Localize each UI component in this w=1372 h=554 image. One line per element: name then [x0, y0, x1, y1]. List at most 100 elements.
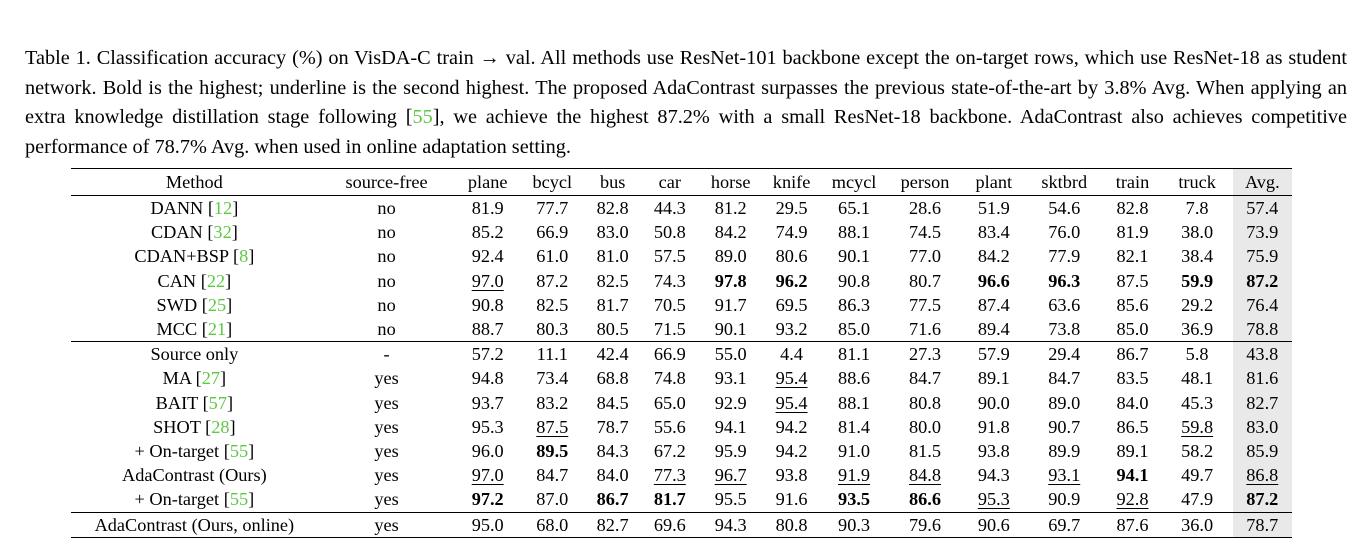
source-free-cell: no	[377, 270, 396, 291]
table-row: AdaContrast (Ours, online) yes 95.0 68.0 82.…	[71, 512, 1292, 538]
car-cell: 74.8	[653, 368, 686, 389]
table-group-source-free: Source only - 57.2 11.1 42.4 66.9 55.0 4.4 81.1 2…	[71, 341, 1292, 513]
bcycl-cell: 73.4	[536, 368, 569, 389]
header-sktbrd: sktbrd	[1041, 172, 1088, 192]
train-cell: 86.7	[1116, 344, 1149, 365]
method-citation-link[interactable]: 25	[207, 294, 227, 315]
method-name: + On-target	[134, 441, 220, 462]
caption-text-part-2: ], we achieve the highest 87.2% with a s…	[25, 106, 1347, 159]
method-citation-link[interactable]: 55	[229, 489, 249, 510]
header-mcycl: mcycl	[831, 172, 877, 192]
plane-cell: 90.8	[471, 294, 504, 315]
car-cell: 50.8	[653, 222, 686, 243]
method-citation-link[interactable]: 27	[201, 368, 221, 389]
source-free-cell: no	[377, 222, 396, 243]
method-citation-link[interactable]: 21	[207, 319, 227, 340]
mcycl-cell: 85.0	[838, 319, 871, 340]
plant-cell: 90.0	[977, 392, 1010, 413]
header-horse: horse	[710, 172, 751, 192]
header-source-free: source-free	[345, 172, 428, 192]
method-cell: BAIT [57]	[155, 392, 234, 413]
header-car: car	[658, 172, 681, 192]
header-avg: Avg.	[1232, 168, 1292, 196]
avg-cell: 82.7	[1232, 390, 1292, 415]
table-row: SWD [25] no 90.8 82.5 81.7 70.5 91.7 69.5 86.3 77…	[71, 292, 1292, 318]
mcycl-cell: 91.9	[838, 465, 871, 486]
source-free-cell: no	[377, 198, 396, 218]
plant-cell: 84.2	[977, 246, 1010, 267]
person-cell: 80.8	[908, 392, 941, 413]
car-cell: 69.6	[653, 514, 686, 535]
source-free-cell: yes	[374, 416, 399, 437]
train-cell: 83.5	[1116, 368, 1149, 389]
horse-cell: 92.9	[714, 392, 747, 413]
header-method: Method	[165, 172, 223, 192]
method-cell: CDAN [32]	[150, 222, 238, 243]
bus-cell: 68.8	[596, 368, 629, 389]
person-cell: 84.8	[908, 465, 941, 486]
train-cell: 85.6	[1116, 294, 1149, 315]
source-free-cell: yes	[374, 489, 399, 510]
truck-cell: 29.2	[1181, 294, 1214, 315]
source-free-cell: no	[377, 319, 396, 340]
person-cell: 80.0	[908, 416, 941, 437]
person-cell: 81.5	[908, 441, 941, 462]
knife-cell: 93.8	[775, 465, 808, 486]
horse-cell: 97.8	[714, 270, 747, 291]
method-citation-link[interactable]: 57	[208, 392, 227, 413]
bcycl-cell: 66.9	[536, 222, 569, 243]
header-bus: bus	[599, 172, 626, 192]
bcycl-cell: 80.3	[536, 319, 569, 340]
truck-cell: 36.9	[1181, 319, 1214, 340]
method-cell: MCC [21]	[156, 319, 233, 340]
sktbrd-cell: 89.0	[1048, 392, 1081, 413]
method-citation-link[interactable]: 32	[213, 222, 232, 243]
method-cell: AdaContrast (Ours)	[71, 463, 318, 487]
table-row: CDAN+BSP [8] no 92.4 61.0 81.0 57.5 89.0 80.6 90…	[71, 244, 1292, 269]
horse-cell: 94.1	[714, 416, 747, 437]
mcycl-cell: 81.1	[838, 344, 871, 365]
plant-cell: 87.4	[977, 294, 1010, 315]
method-citation-link[interactable]: 22	[206, 270, 226, 291]
car-cell: 77.3	[653, 465, 686, 486]
method-citation-link[interactable]: 55	[229, 441, 249, 462]
truck-cell: 7.8	[1185, 198, 1209, 218]
table-row: SHOT [28] yes 95.3 87.5 78.7 55.6 94.1 94.2 81.4…	[71, 414, 1292, 440]
avg-cell: 43.8	[1232, 341, 1292, 367]
avg-cell: 75.9	[1232, 244, 1292, 269]
person-cell: 77.5	[908, 294, 941, 315]
train-cell: 82.1	[1116, 246, 1149, 267]
mcycl-cell: 65.1	[838, 198, 871, 218]
header-train: train	[1115, 172, 1150, 192]
knife-cell: 94.2	[775, 416, 808, 437]
mcycl-cell: 90.8	[838, 270, 871, 291]
avg-cell: 87.2	[1232, 268, 1292, 293]
header-person: person	[900, 172, 950, 192]
bus-cell: 80.5	[596, 319, 629, 340]
person-cell: 84.7	[908, 368, 941, 389]
plant-cell: 96.6	[977, 270, 1010, 291]
truck-cell: 38.0	[1181, 222, 1214, 243]
sktbrd-cell: 96.3	[1048, 270, 1081, 291]
source-free-cell: yes	[374, 392, 399, 413]
table-row: DANN [12] no 81.9 77.7 82.8 44.3 81.2 29.5 65.1 2…	[71, 195, 1292, 221]
truck-cell: 59.9	[1181, 270, 1214, 291]
bus-cell: 81.0	[596, 246, 629, 267]
method-citation-link[interactable]: 12	[213, 198, 233, 218]
truck-cell: 47.9	[1181, 489, 1214, 510]
sktbrd-cell: 73.8	[1048, 319, 1081, 340]
header-row: Method source-free plane bcycl bus car h…	[71, 168, 1292, 196]
method-citation-link[interactable]: 28	[211, 416, 230, 437]
method-cell: CDAN+BSP [8]	[134, 246, 255, 267]
plant-cell: 91.8	[977, 416, 1010, 437]
method-name: MCC	[156, 319, 198, 340]
method-name: AdaContrast (Ours, online)	[94, 514, 295, 535]
method-citation-link[interactable]: 8	[239, 246, 249, 267]
caption-citation-link[interactable]: 55	[412, 106, 433, 129]
person-cell: 80.7	[908, 270, 941, 291]
source-free-cell: no	[377, 246, 396, 267]
avg-cell: 81.6	[1232, 366, 1292, 391]
train-cell: 82.8	[1116, 198, 1149, 218]
plane-cell: 97.0	[471, 465, 504, 486]
truck-cell: 45.3	[1181, 392, 1214, 413]
